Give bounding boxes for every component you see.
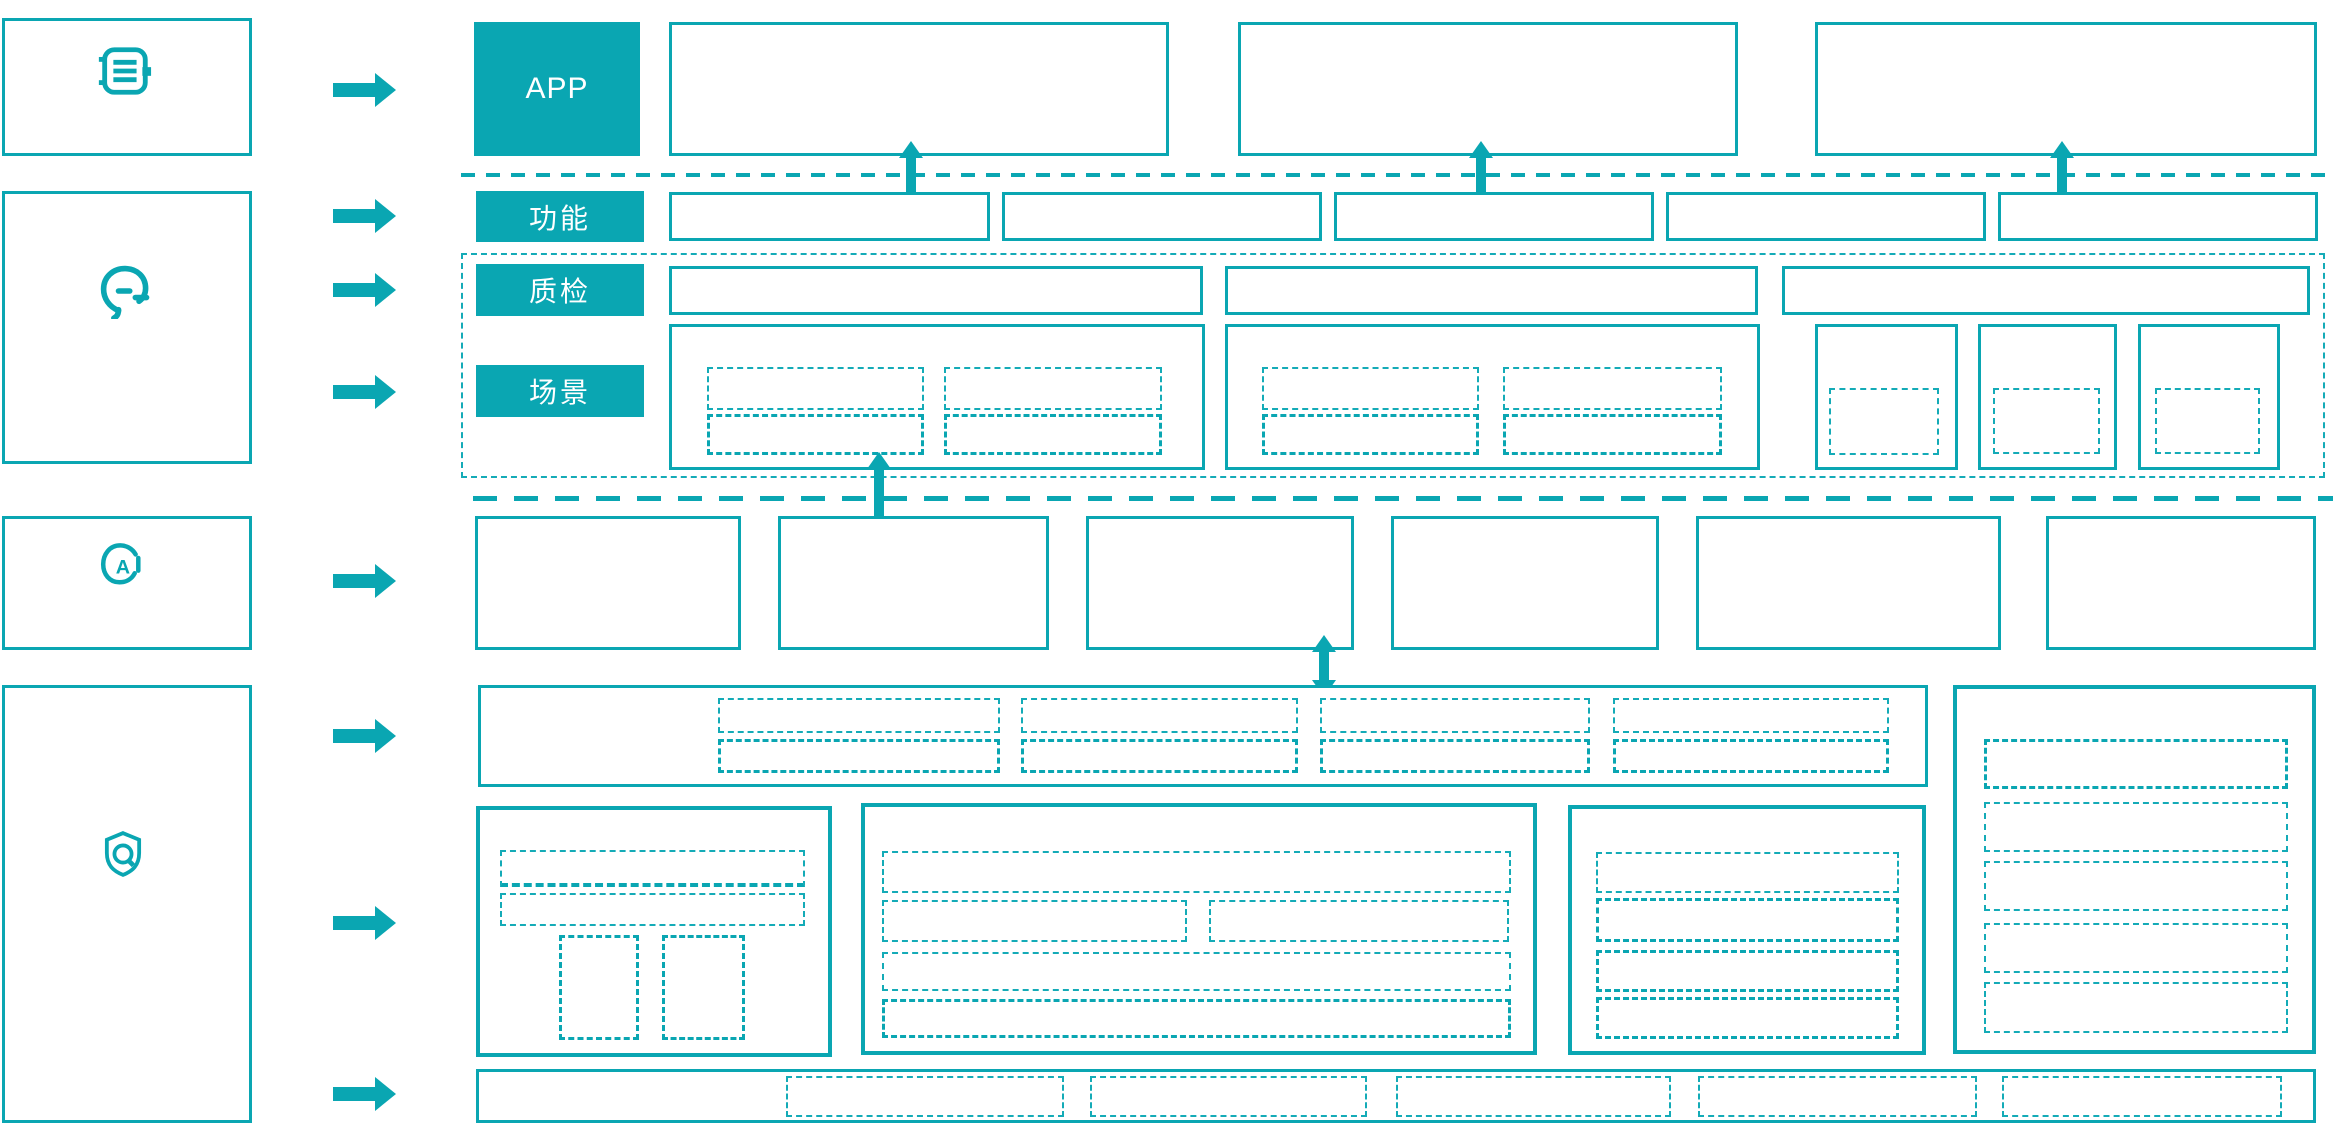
scene-box-2-slot-bottom-right xyxy=(1503,414,1722,455)
side-panel-box xyxy=(1953,685,2316,1054)
config-slot-4-top xyxy=(1613,698,1889,733)
detail-right-row-1 xyxy=(1596,852,1899,893)
config-slot-3-top xyxy=(1320,698,1590,733)
detail-left-card-2 xyxy=(662,935,745,1040)
function-box-2 xyxy=(1002,192,1322,241)
scene-small-box-3-slot xyxy=(2155,388,2260,454)
engine-box-2 xyxy=(778,516,1049,650)
arrow-right-row-engine xyxy=(333,563,396,599)
output-slot-5 xyxy=(2002,1076,2282,1117)
arrow-right-row-detail xyxy=(333,905,396,941)
detail-box-left xyxy=(476,806,832,1057)
output-slot-1 xyxy=(786,1076,1064,1117)
scene-box-1-slot-top-right xyxy=(944,367,1162,410)
engine-box-1 xyxy=(475,516,741,650)
arrow-right-row-scene xyxy=(333,374,396,410)
arrow-right-row-app xyxy=(333,72,396,108)
detail-right-row-4 xyxy=(1596,997,1899,1039)
side-panel-row-2 xyxy=(1984,802,2288,852)
detail-left-row-1 xyxy=(500,850,805,887)
side-panel-row-5 xyxy=(1984,982,2288,1033)
output-slot-4 xyxy=(1698,1076,1977,1117)
quality-scene-group-region xyxy=(461,253,2325,478)
engine-box-4 xyxy=(1391,516,1659,650)
detail-middle-row-3 xyxy=(882,952,1511,991)
side-panel-row-1 xyxy=(1984,739,2288,789)
output-slot-2 xyxy=(1090,1076,1367,1117)
scene-box-1-slot-bottom-right xyxy=(944,414,1162,455)
svg-text:A: A xyxy=(116,556,130,578)
config-slot-1-top xyxy=(718,698,1000,733)
row-label-scene: 场景 xyxy=(476,365,644,417)
app-box-2 xyxy=(1238,22,1738,156)
arrow-right-row-function xyxy=(333,198,396,234)
engine-box-3 xyxy=(1086,516,1354,650)
scene-box-2-slot-top-right xyxy=(1503,367,1722,410)
row-label-app: APP xyxy=(474,22,640,156)
config-slot-2-bottom xyxy=(1021,739,1298,773)
function-box-4 xyxy=(1666,192,1986,241)
row-label-scene-text: 场景 xyxy=(528,377,591,408)
arrow-right-row-output xyxy=(333,1076,396,1112)
detail-right-row-3 xyxy=(1596,950,1899,992)
scene-box-2-slot-top-left xyxy=(1262,367,1479,410)
scene-box-1 xyxy=(669,324,1205,470)
scene-small-box-1-slot xyxy=(1829,388,1939,455)
config-slot-3-bottom xyxy=(1320,739,1590,773)
row-label-quality: 质检 xyxy=(476,264,644,316)
side-panel-row-4 xyxy=(1984,923,2288,973)
chat-bubble-icon xyxy=(98,263,154,319)
config-slot-2-top xyxy=(1021,698,1298,733)
dashed-separator-top xyxy=(461,173,2333,177)
scene-box-2 xyxy=(1225,324,1760,470)
source-box-dialog xyxy=(2,191,252,464)
output-slot-3 xyxy=(1396,1076,1671,1117)
side-panel-row-3 xyxy=(1984,861,2288,911)
dashed-separator-middle xyxy=(473,496,2333,501)
scene-small-box-1 xyxy=(1815,324,1958,470)
detail-box-middle xyxy=(861,803,1537,1055)
quality-box-3 xyxy=(1782,266,2310,315)
detail-middle-row-4 xyxy=(882,999,1511,1038)
engine-box-6 xyxy=(2046,516,2316,650)
app-box-1 xyxy=(669,22,1169,156)
config-slot-1-bottom xyxy=(718,739,1000,773)
row-label-app-text: APP xyxy=(525,72,589,105)
scene-small-box-2 xyxy=(1978,324,2117,470)
source-box-quality-system xyxy=(2,685,252,1123)
scene-small-box-2-slot xyxy=(1993,388,2100,454)
config-slot-4-bottom xyxy=(1613,739,1889,773)
scene-box-1-slot-top-left xyxy=(707,367,924,410)
detail-box-right xyxy=(1568,805,1926,1055)
quality-box-1 xyxy=(669,266,1203,315)
source-box-ai-agent xyxy=(2,516,252,650)
shield-quality-icon xyxy=(104,830,142,878)
row-label-function: 功能 xyxy=(476,191,644,242)
detail-left-card-1 xyxy=(559,935,639,1040)
scene-box-2-slot-bottom-left xyxy=(1262,414,1479,455)
function-box-3 xyxy=(1334,192,1654,241)
detail-right-row-2 xyxy=(1596,898,1899,942)
app-box-3 xyxy=(1815,22,2317,156)
function-box-1 xyxy=(669,192,990,241)
function-box-5 xyxy=(1998,192,2318,241)
engine-box-5 xyxy=(1696,516,2001,650)
quality-box-2 xyxy=(1225,266,1758,315)
ai-head-icon: A xyxy=(96,540,150,594)
row-label-quality-text: 质检 xyxy=(528,276,591,307)
row-label-function-text: 功能 xyxy=(528,202,591,234)
app-modules-icon xyxy=(95,42,153,100)
source-box-app xyxy=(2,18,252,156)
detail-middle-row-2b xyxy=(1209,900,1509,942)
arrow-right-row-quality xyxy=(333,272,396,308)
arrow-right-row-config xyxy=(333,718,396,754)
scene-small-box-3 xyxy=(2138,324,2280,470)
detail-middle-row-1 xyxy=(882,851,1511,893)
detail-middle-row-2a xyxy=(882,900,1187,942)
detail-left-row-2 xyxy=(500,893,805,926)
scene-box-1-slot-bottom-left xyxy=(707,414,924,455)
